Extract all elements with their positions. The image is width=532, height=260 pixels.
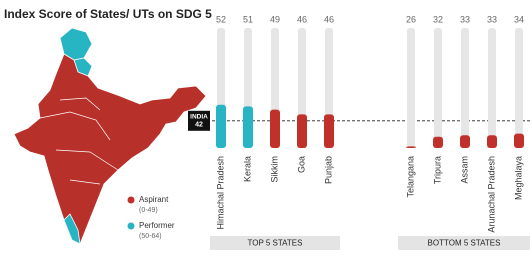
bar-track bbox=[407, 28, 415, 148]
group-label: BOTTOM 5 STATES bbox=[428, 239, 501, 248]
value-label: 33 bbox=[487, 14, 497, 24]
group-box bbox=[210, 236, 340, 250]
value-label: 46 bbox=[297, 14, 307, 24]
category-label: Arunachal Pradesh bbox=[486, 156, 496, 233]
category-label: Kerala bbox=[242, 156, 252, 182]
bar-track bbox=[461, 28, 469, 148]
bar bbox=[270, 109, 280, 148]
bar bbox=[460, 135, 470, 148]
value-label: 46 bbox=[324, 14, 334, 24]
value-label: 51 bbox=[243, 14, 253, 24]
category-label: Assam bbox=[459, 156, 469, 184]
reference-label: INDIA bbox=[190, 114, 208, 121]
category-label: Telangana bbox=[405, 156, 415, 198]
india-map bbox=[13, 27, 207, 245]
bar bbox=[406, 146, 416, 148]
category-label: Meghalaya bbox=[513, 156, 523, 200]
bar bbox=[324, 114, 334, 148]
legend-label: Aspirant bbox=[139, 195, 169, 204]
chart-title: Index Score of States/ UTs on SDG 5 bbox=[4, 7, 212, 21]
category-label: Tripura bbox=[432, 156, 442, 184]
category-label: Goa bbox=[296, 156, 306, 173]
value-label: 52 bbox=[216, 14, 226, 24]
bar-track bbox=[488, 28, 496, 148]
reference-box bbox=[188, 110, 210, 131]
bar bbox=[514, 133, 524, 148]
legend-label: Performer bbox=[139, 221, 175, 230]
bar-track bbox=[434, 28, 442, 148]
legend-range: (0-49) bbox=[139, 207, 158, 214]
bar bbox=[433, 136, 443, 148]
value-label: 33 bbox=[460, 14, 470, 24]
bar-track bbox=[515, 28, 523, 148]
group-label: TOP 5 STATES bbox=[248, 239, 303, 248]
bar bbox=[297, 114, 307, 148]
category-label: Himachal Pradesh bbox=[215, 156, 225, 230]
bar bbox=[243, 106, 253, 148]
category-label: Punjab bbox=[323, 156, 333, 184]
legend-swatch bbox=[127, 222, 135, 230]
legend-range: (50-64) bbox=[139, 233, 162, 240]
reference-value: 42 bbox=[195, 122, 203, 129]
group-box bbox=[398, 236, 530, 250]
bar bbox=[487, 135, 497, 148]
bar bbox=[216, 104, 226, 148]
value-label: 34 bbox=[514, 14, 524, 24]
legend-swatch bbox=[127, 196, 135, 204]
value-label: 49 bbox=[270, 14, 280, 24]
category-label: Sikkim bbox=[269, 156, 279, 183]
value-label: 32 bbox=[433, 14, 443, 24]
value-label: 26 bbox=[406, 14, 416, 24]
